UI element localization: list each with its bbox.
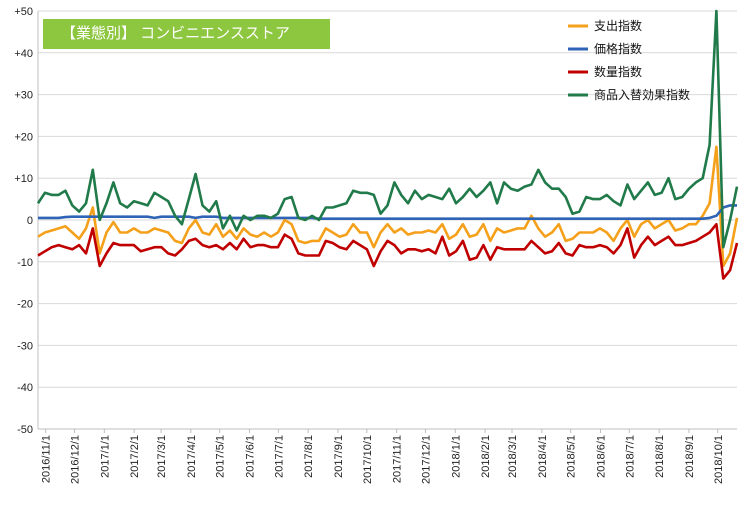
x-tick-label: 2018/8/1 <box>654 435 666 478</box>
x-tick-label: 2018/10/1 <box>713 435 725 484</box>
x-tick-label: 2018/7/1 <box>624 435 636 478</box>
y-tick-label: +20 <box>14 131 33 143</box>
x-tick-label: 2017/4/1 <box>186 435 198 478</box>
y-tick-label: +40 <box>14 48 33 60</box>
series-line-2 <box>38 204 737 220</box>
x-tick-label: 2018/3/1 <box>507 435 519 478</box>
series-line-4 <box>36 9 739 249</box>
y-tick-label: 0 <box>27 215 33 227</box>
x-tick-label: 2017/7/1 <box>273 435 285 478</box>
series-lines <box>36 9 739 280</box>
y-tick-label: +30 <box>14 90 33 102</box>
x-tick-label: 2018/9/1 <box>684 435 696 478</box>
x-tick-label: 2018/5/1 <box>566 435 578 478</box>
x-tick-labels: 2016/11/1 2016/12/1 2017/1/1 2017/2/1 2017/3… <box>41 435 725 484</box>
x-tick-label: 2016/12/1 <box>70 435 82 484</box>
y-tick-label: -20 <box>17 299 33 311</box>
x-tick-label: 2017/12/1 <box>420 435 432 484</box>
y-tick-label: -50 <box>17 424 33 436</box>
y-tick-label: +10 <box>14 173 33 185</box>
y-tick-label: -30 <box>17 340 33 352</box>
y-tick-label: -10 <box>17 257 33 269</box>
chart-title: 【業態別】 コンビニエンスストア <box>43 19 330 49</box>
x-tick-label: 2017/6/1 <box>245 435 257 478</box>
x-tick-label: 2017/5/1 <box>215 435 227 478</box>
x-tick-label: 2018/4/1 <box>537 435 549 478</box>
x-tick-label: 2018/6/1 <box>595 435 607 478</box>
legend-label: 価格指数 <box>594 41 642 56</box>
y-tick-label: -40 <box>17 382 33 394</box>
series-line-1 <box>37 145 739 268</box>
x-tick-label: 2017/2/1 <box>129 435 141 478</box>
legend-label: 商品入替効果指数 <box>594 87 690 102</box>
legend-label: 支出指数 <box>594 18 642 33</box>
x-tick-label: 2017/10/1 <box>362 435 374 484</box>
y-tick-labels: +50 +40 +30 +20 +10 0 -10 -20 -30 -40 -50 <box>14 6 33 436</box>
legend-label: 数量指数 <box>594 64 642 79</box>
x-tick-label: 2016/11/1 <box>41 435 53 483</box>
x-tick-label: 2018/2/1 <box>480 435 492 478</box>
axes <box>37 11 737 433</box>
y-tick-label: +50 <box>14 6 33 18</box>
x-tick-label: 2017/1/1 <box>99 435 111 478</box>
x-tick-label: 2017/11/1 <box>392 435 404 483</box>
series-line-3 <box>37 222 739 280</box>
x-tick-label: 2017/3/1 <box>156 435 168 478</box>
x-tick-label: 2017/8/1 <box>303 435 315 478</box>
x-tick-label: 2018/1/1 <box>450 435 462 478</box>
x-tick-label: 2017/9/1 <box>333 435 345 478</box>
